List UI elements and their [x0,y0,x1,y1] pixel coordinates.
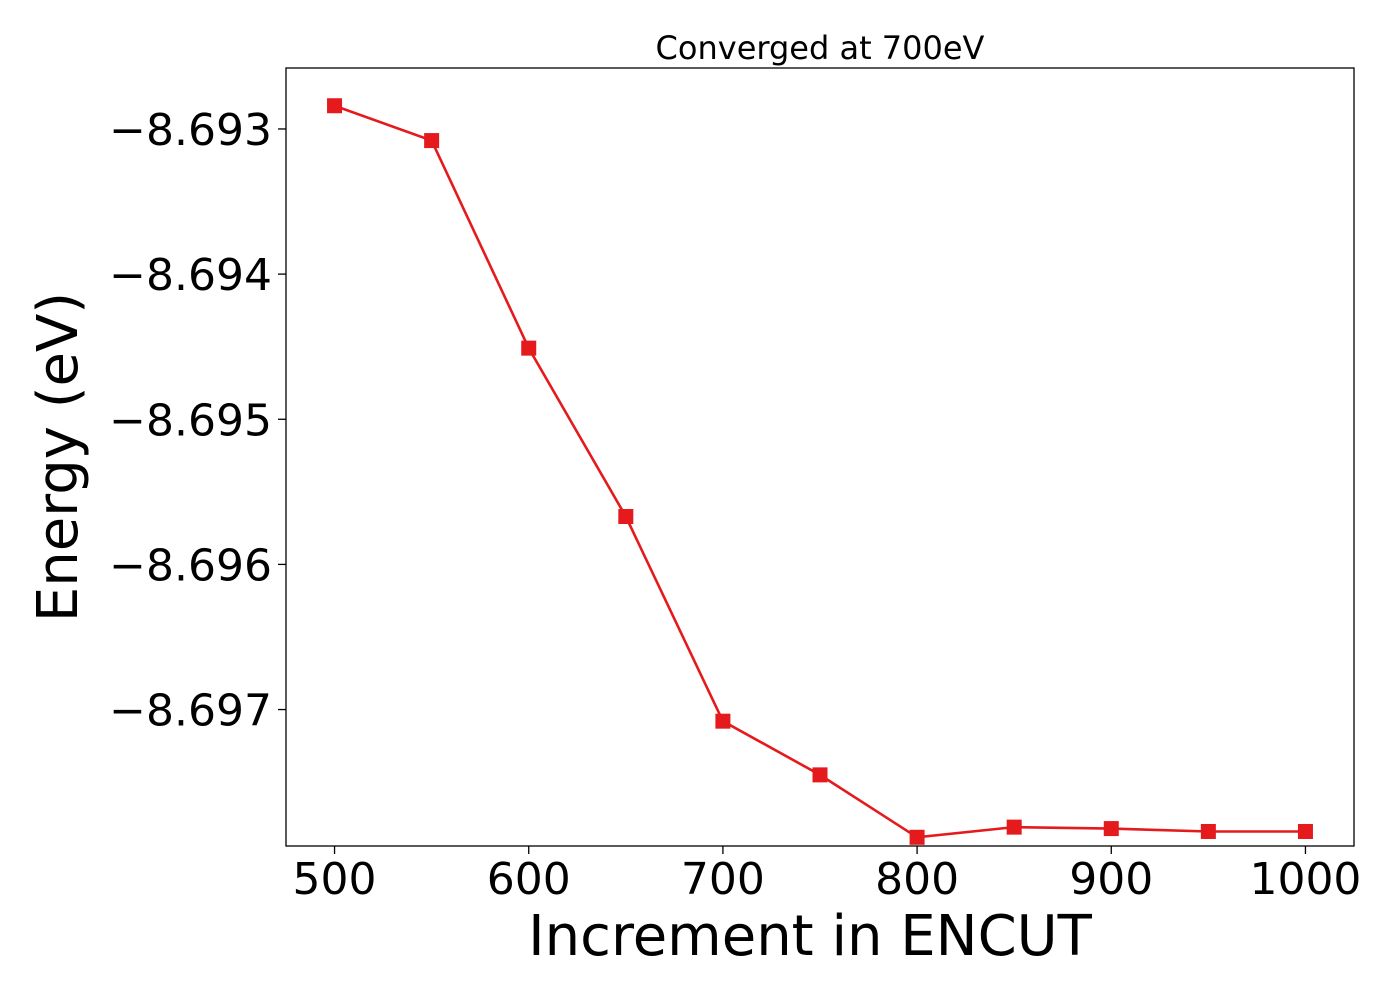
x-tick-label: 600 [487,854,571,905]
data-point-marker [424,133,440,149]
y-tick-label: −8.693 [109,105,272,156]
data-point-marker [521,340,537,356]
data-point-marker [812,767,828,783]
data-point-marker [1297,823,1313,839]
data-point-marker [1200,823,1216,839]
data-point-marker [618,509,634,525]
y-tick-label: −8.694 [109,250,272,301]
y-tick-label: −8.696 [109,540,272,591]
y-axis: −8.693 −8.694 −8.695 −8.696 −8.697 [109,105,286,737]
x-axis: 500 600 700 800 900 1000 [293,846,1361,905]
x-tick-label: 800 [875,854,959,905]
y-tick-label: −8.697 [109,686,272,737]
x-tick-label: 700 [681,854,765,905]
data-point-marker [715,713,731,729]
x-axis-label: Increment in ENCUT [528,904,1093,969]
x-tick-label: 500 [293,854,377,905]
y-axis-label: Energy (eV) [26,292,91,622]
x-tick-label: 900 [1069,854,1153,905]
y-tick-label: −8.695 [109,395,272,446]
x-tick-label: 1000 [1249,854,1361,905]
data-point-marker [909,829,925,845]
plot-area [327,98,1313,845]
data-point-marker [327,98,343,114]
data-point-marker [1006,819,1022,835]
series-line [334,104,1306,839]
chart-title: Converged at 700eV [656,29,985,67]
plot-frame [285,67,1355,847]
data-point-marker [1103,821,1119,837]
